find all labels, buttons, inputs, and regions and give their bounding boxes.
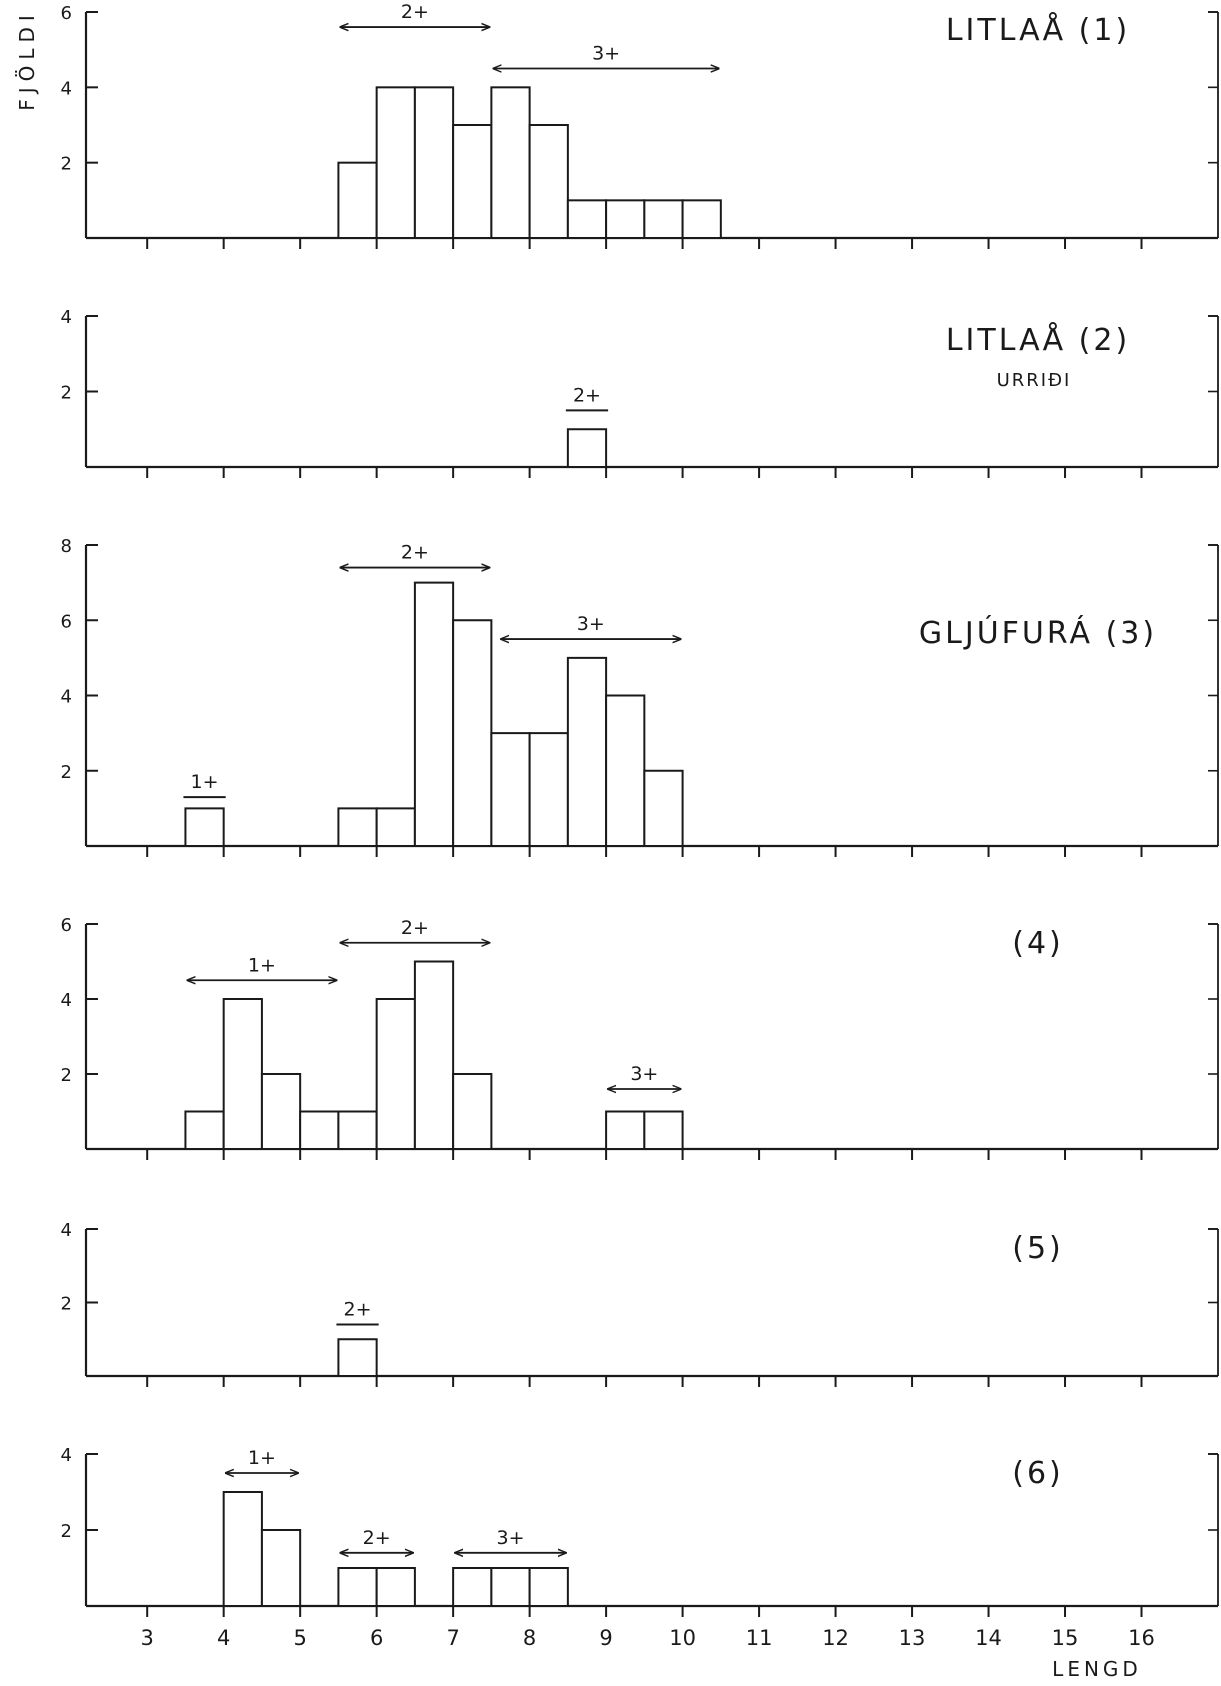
- histogram-bar: [375, 1567, 416, 1607]
- histogram-bar: [260, 1073, 302, 1150]
- histogram-bar: [337, 161, 378, 240]
- x-tick-label: 3: [141, 1626, 154, 1650]
- histogram-bar: [528, 732, 569, 847]
- x-tick-label: 16: [1128, 1626, 1155, 1650]
- histogram-bar: [413, 86, 455, 240]
- histogram-bar: [452, 124, 493, 239]
- x-tick-label: 10: [669, 1626, 696, 1650]
- y-tick-label: 2: [61, 1065, 72, 1086]
- y-tick-label: 4: [61, 307, 72, 328]
- y-tick-label: 2: [61, 154, 72, 175]
- age-group-label: 1+: [248, 1447, 276, 1469]
- age-group-label: 3+: [592, 43, 620, 65]
- y-tick-label: 6: [61, 611, 72, 632]
- histogram-bar: [643, 199, 684, 239]
- age-group-label: 3+: [577, 613, 605, 635]
- histogram-bar: [452, 1567, 493, 1607]
- age-group-label: 2+: [401, 542, 429, 564]
- x-tick-label: 5: [293, 1626, 306, 1650]
- panel-title: (4): [1012, 926, 1064, 961]
- y-tick-label: 4: [61, 687, 72, 708]
- age-group-label: 1+: [248, 954, 276, 976]
- panel-title: LITLAÅ (2): [946, 322, 1130, 358]
- y-tick-label: 2: [61, 1294, 72, 1315]
- panel-2: 2 4 2+ LITLAÅ (2) URRIÐI: [61, 307, 1219, 478]
- y-tick-label: 6: [61, 3, 72, 24]
- y-tick-label: 4: [61, 78, 72, 99]
- age-group-label: 3+: [630, 1063, 658, 1085]
- age-group-label: 1+: [191, 771, 219, 793]
- x-tick-label: 9: [599, 1626, 612, 1650]
- panel-title: GLJÚFURÁ (3): [919, 614, 1157, 651]
- histogram-bar: [184, 1110, 225, 1150]
- histogram-bar: [337, 1338, 378, 1377]
- histogram-bar: [375, 807, 416, 847]
- age-group-label: 3+: [496, 1527, 524, 1549]
- histogram-bar: [528, 1567, 569, 1607]
- x-tick-label: 7: [446, 1626, 459, 1650]
- y-axis-label: FJÖLDI: [15, 9, 39, 111]
- x-tick-label: 11: [746, 1626, 773, 1650]
- histogram-bar: [184, 807, 225, 847]
- panel-title: (6): [1012, 1456, 1064, 1491]
- histogram-bar: [413, 581, 455, 847]
- panel-subtitle: URRIÐI: [997, 370, 1072, 391]
- histogram-bar: [605, 1110, 646, 1150]
- histogram-bar: [643, 1110, 684, 1150]
- y-tick-label: 4: [61, 1220, 72, 1241]
- x-tick-label: 13: [899, 1626, 926, 1650]
- age-group-label: 2+: [401, 917, 429, 939]
- histogram-bar: [490, 1567, 531, 1607]
- histogram-bar: [452, 1073, 493, 1150]
- panel-1: 2 4 6 2+ 3+ LITLAÅ (1): [61, 1, 1219, 249]
- histogram-bar: [222, 1491, 263, 1607]
- histogram-bar: [605, 199, 646, 239]
- histogram-bar: [643, 769, 684, 847]
- y-tick-label: 2: [61, 383, 72, 404]
- panel-title: (5): [1012, 1231, 1064, 1266]
- y-tick-label: 8: [61, 536, 72, 557]
- histogram-bar: [337, 1567, 378, 1607]
- histogram-bar: [566, 199, 608, 239]
- x-tick-label: 15: [1052, 1626, 1079, 1650]
- x-tick-label: 12: [822, 1626, 849, 1650]
- histogram-bar: [490, 86, 531, 240]
- histogram-bar: [337, 807, 378, 847]
- panel-6: 2 4 3 4 5 6 7 8 9 10 11 12 13 14 15 16 1+ 2+ 3+ (6): [61, 1445, 1219, 1650]
- panel-4: 2 4 6 1+ 2+ 3+ (4): [61, 915, 1219, 1160]
- panel-3: 2 4 6 8 1+ 2+ 3+ GLJÚFURÁ (3): [61, 536, 1219, 857]
- age-group-label: 2+: [573, 384, 601, 406]
- age-group-label: 2+: [344, 1299, 372, 1321]
- age-group-label: 2+: [401, 1, 429, 23]
- histogram-bar: [337, 1110, 378, 1150]
- histogram-bar: [452, 619, 493, 847]
- y-tick-label: 4: [61, 990, 72, 1011]
- histogram-bar: [566, 428, 608, 468]
- panel-5: 2 4 2+ (5): [61, 1220, 1219, 1387]
- histogram-bar: [260, 1529, 302, 1607]
- histogram-bar: [413, 960, 455, 1150]
- histogram-bar: [222, 998, 263, 1150]
- x-axis-label: LENGD: [1052, 1657, 1142, 1681]
- histogram-bar: [375, 86, 416, 240]
- panel-title: LITLAÅ (1): [946, 12, 1130, 48]
- histogram-bar: [299, 1110, 340, 1150]
- y-tick-label: 4: [61, 1445, 72, 1466]
- x-tick-label: 6: [370, 1626, 383, 1650]
- y-tick-label: 6: [61, 915, 72, 936]
- histogram-bar: [490, 732, 531, 847]
- histogram-bar: [566, 656, 608, 847]
- x-tick-label: 14: [975, 1626, 1002, 1650]
- histogram-bar: [681, 199, 722, 239]
- y-tick-label: 2: [61, 762, 72, 783]
- y-tick-label: 2: [61, 1521, 72, 1542]
- x-tick-label: 4: [217, 1626, 230, 1650]
- histogram-bar: [528, 124, 569, 239]
- histogram-bar: [605, 694, 646, 847]
- age-group-label: 2+: [363, 1527, 391, 1549]
- histogram-bar: [375, 998, 416, 1150]
- x-tick-label: 8: [523, 1626, 536, 1650]
